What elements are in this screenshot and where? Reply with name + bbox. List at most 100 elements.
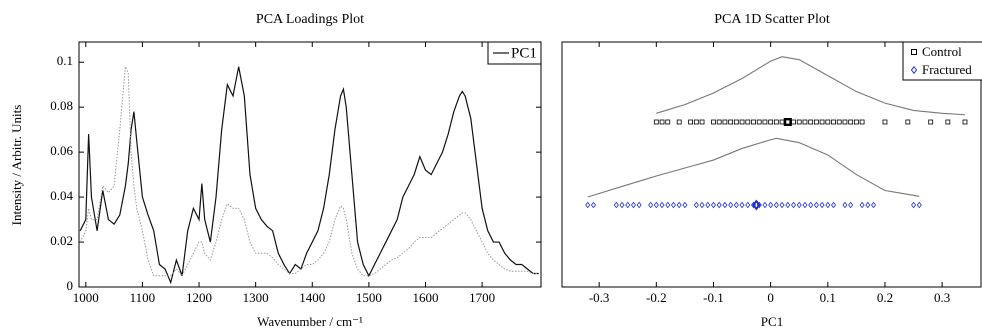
point — [722, 119, 728, 125]
point — [779, 201, 785, 209]
point — [802, 119, 808, 125]
point — [676, 201, 682, 209]
point — [802, 201, 808, 209]
legend-marker — [911, 49, 917, 55]
point — [808, 201, 814, 209]
line-series — [79, 66, 539, 285]
point — [590, 201, 596, 209]
x-tick-label: 0.1 — [820, 290, 836, 305]
y-tick-label: 0.08 — [50, 98, 73, 113]
x-tick-label: -0.2 — [646, 290, 667, 305]
point — [636, 201, 642, 209]
point — [779, 119, 785, 125]
point — [796, 201, 802, 209]
point — [745, 119, 751, 125]
point — [665, 201, 671, 209]
point — [791, 201, 797, 209]
point — [785, 119, 791, 125]
point — [848, 119, 854, 125]
legend-label: PC1 — [511, 45, 537, 61]
plot-frame — [561, 41, 982, 288]
point — [882, 119, 888, 125]
point — [745, 201, 751, 209]
point — [705, 201, 711, 209]
point — [710, 201, 716, 209]
point — [716, 201, 722, 209]
chart-title: PCA Loadings Plot — [256, 12, 364, 27]
legend-marker — [910, 65, 918, 75]
point — [676, 119, 682, 125]
x-tick-label: 0 — [767, 290, 774, 305]
mean-marker — [783, 118, 792, 126]
point — [733, 119, 739, 125]
point — [859, 119, 865, 125]
point — [791, 119, 796, 125]
point — [762, 119, 768, 125]
point — [653, 201, 659, 209]
density-curve — [587, 137, 920, 198]
point — [945, 119, 951, 125]
legend-label: Control — [922, 44, 962, 59]
point — [831, 119, 836, 125]
x-tick-label: 1300 — [243, 290, 269, 305]
point — [848, 201, 854, 209]
x-tick-label: 1500 — [356, 290, 382, 305]
legend-label: Fractured — [922, 62, 972, 77]
x-tick-label: -0.3 — [589, 290, 610, 305]
point — [773, 119, 779, 125]
point — [733, 201, 739, 209]
point — [756, 119, 762, 125]
x-tick-label: 1000 — [73, 290, 99, 305]
y-axis-label: Intensity / Arbitr. Units — [9, 105, 24, 226]
x-tick-label: 0.2 — [877, 290, 893, 305]
y-tick-label: 0 — [67, 278, 74, 293]
point — [653, 119, 659, 125]
point — [670, 201, 676, 209]
y-tick-label: 0.1 — [57, 53, 73, 68]
density-curve — [656, 56, 966, 116]
point — [722, 201, 728, 209]
point — [688, 119, 694, 125]
point — [693, 201, 699, 209]
x-tick-label: 0.3 — [934, 290, 950, 305]
point — [962, 119, 968, 125]
x-tick-label: 1400 — [299, 290, 325, 305]
point — [768, 201, 774, 209]
point — [699, 201, 705, 209]
point — [693, 119, 699, 125]
point — [819, 119, 825, 125]
point — [836, 119, 842, 125]
point — [716, 119, 722, 125]
point — [842, 201, 848, 209]
point — [728, 201, 734, 209]
point — [905, 119, 911, 125]
point — [911, 201, 917, 209]
point — [659, 201, 665, 209]
point — [871, 201, 877, 209]
point — [825, 201, 831, 209]
point — [728, 119, 734, 125]
mean-marker — [752, 199, 761, 211]
legend-box — [902, 41, 982, 81]
x-axis-label: Wavenumber / cm⁻¹ — [257, 314, 363, 329]
line-series — [79, 66, 539, 277]
point — [613, 201, 619, 209]
point — [819, 201, 825, 209]
point — [699, 119, 705, 125]
x-tick-label: 1600 — [413, 290, 439, 305]
legend-box — [487, 41, 542, 65]
point — [659, 119, 665, 125]
point — [808, 119, 814, 125]
x-tick-label: 1700 — [469, 290, 495, 305]
point — [711, 119, 716, 125]
point — [831, 201, 837, 209]
point — [785, 201, 791, 209]
point — [762, 201, 768, 209]
point — [859, 201, 865, 209]
point — [648, 201, 654, 209]
point — [585, 201, 591, 209]
x-tick-label: 1100 — [130, 290, 156, 305]
point — [751, 119, 756, 125]
